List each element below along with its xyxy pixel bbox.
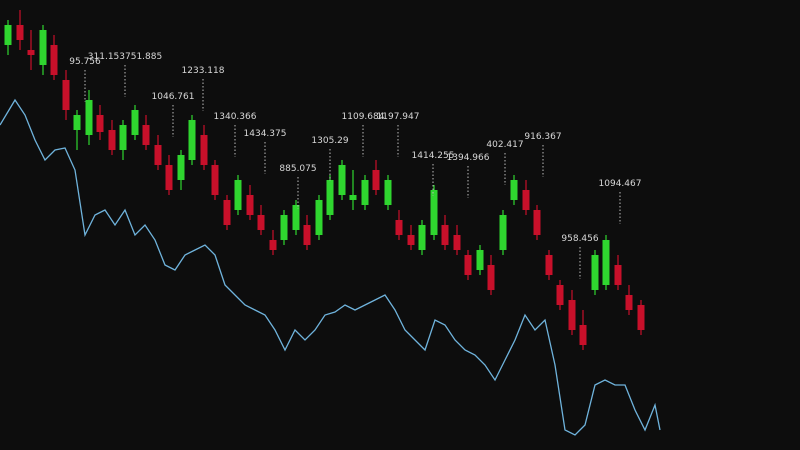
candle-body [326, 180, 334, 215]
candle-body [602, 240, 610, 285]
candle-body [27, 50, 35, 55]
annotation-label: 402.417 [486, 140, 523, 150]
candle-body [338, 165, 346, 195]
candle-body [62, 80, 70, 110]
annotation-label: 1197.947 [377, 112, 420, 122]
annotation-label: 916.367 [524, 132, 561, 142]
annotation-label: 1394.966 [447, 153, 490, 163]
candle-body [119, 125, 127, 150]
candle-body [522, 190, 530, 210]
candle-body [4, 25, 12, 45]
candle-body [568, 300, 576, 330]
candle-body [487, 265, 495, 290]
candle-body [292, 205, 300, 230]
candle-body [407, 235, 415, 245]
candle-body [108, 130, 116, 150]
candle-body [177, 155, 185, 180]
annotation-label: 1414.255 [412, 151, 455, 161]
candle-body [637, 305, 645, 330]
annotation-label: 885.075 [279, 164, 316, 174]
candle-body [73, 115, 81, 130]
candle-body [556, 285, 564, 305]
annotation-label: 1233.118 [182, 66, 225, 76]
candle-body [246, 195, 254, 215]
candle-body [579, 325, 587, 345]
candle-body [96, 115, 104, 132]
candle-body [625, 295, 633, 310]
candle-body [269, 240, 277, 250]
candle-body [418, 225, 426, 250]
candle-body [257, 215, 265, 230]
price-line [0, 98, 661, 436]
candle-body [510, 180, 518, 200]
candle-body [533, 210, 541, 235]
candle-body [349, 195, 357, 200]
annotation-label: 1046.761 [152, 92, 195, 102]
candle-body [211, 165, 219, 195]
candle-body [614, 265, 622, 285]
candle-body [430, 190, 438, 235]
candle-body [234, 180, 242, 210]
candle-body [591, 255, 599, 290]
candle-body [85, 100, 93, 135]
candle-body [154, 145, 162, 165]
candle-body [188, 120, 196, 160]
candle-body [131, 110, 139, 135]
annotation-label: 1340.366 [214, 112, 257, 122]
annotation-label: 95.756 [69, 57, 101, 67]
candle-body [545, 255, 553, 275]
annotation-label: 1305.29 [311, 136, 348, 146]
candle-body [464, 255, 472, 275]
candle-body [361, 180, 369, 205]
candle-body [476, 250, 484, 270]
candle-body [303, 225, 311, 245]
annotation-label: 958.456 [561, 234, 598, 244]
annotation-label: 1109.684 [342, 112, 385, 122]
candle-body [39, 30, 47, 65]
candle-body [372, 170, 380, 190]
candle-body [395, 220, 403, 235]
candle-body [50, 45, 58, 75]
candle-body [384, 180, 392, 205]
candle-body [223, 200, 231, 225]
candle-body [280, 215, 288, 240]
candle-body [499, 215, 507, 250]
annotation-label: 311.153751.885 [88, 52, 162, 62]
annotation-label: 1434.375 [244, 129, 287, 139]
candle-body [453, 235, 461, 250]
candle-body [315, 200, 323, 235]
candle-body [165, 165, 173, 190]
annotation-label: 1094.467 [599, 179, 642, 189]
candle-body [142, 125, 150, 145]
candle-body [200, 135, 208, 165]
candle-body [441, 225, 449, 245]
candle-body [16, 25, 24, 40]
